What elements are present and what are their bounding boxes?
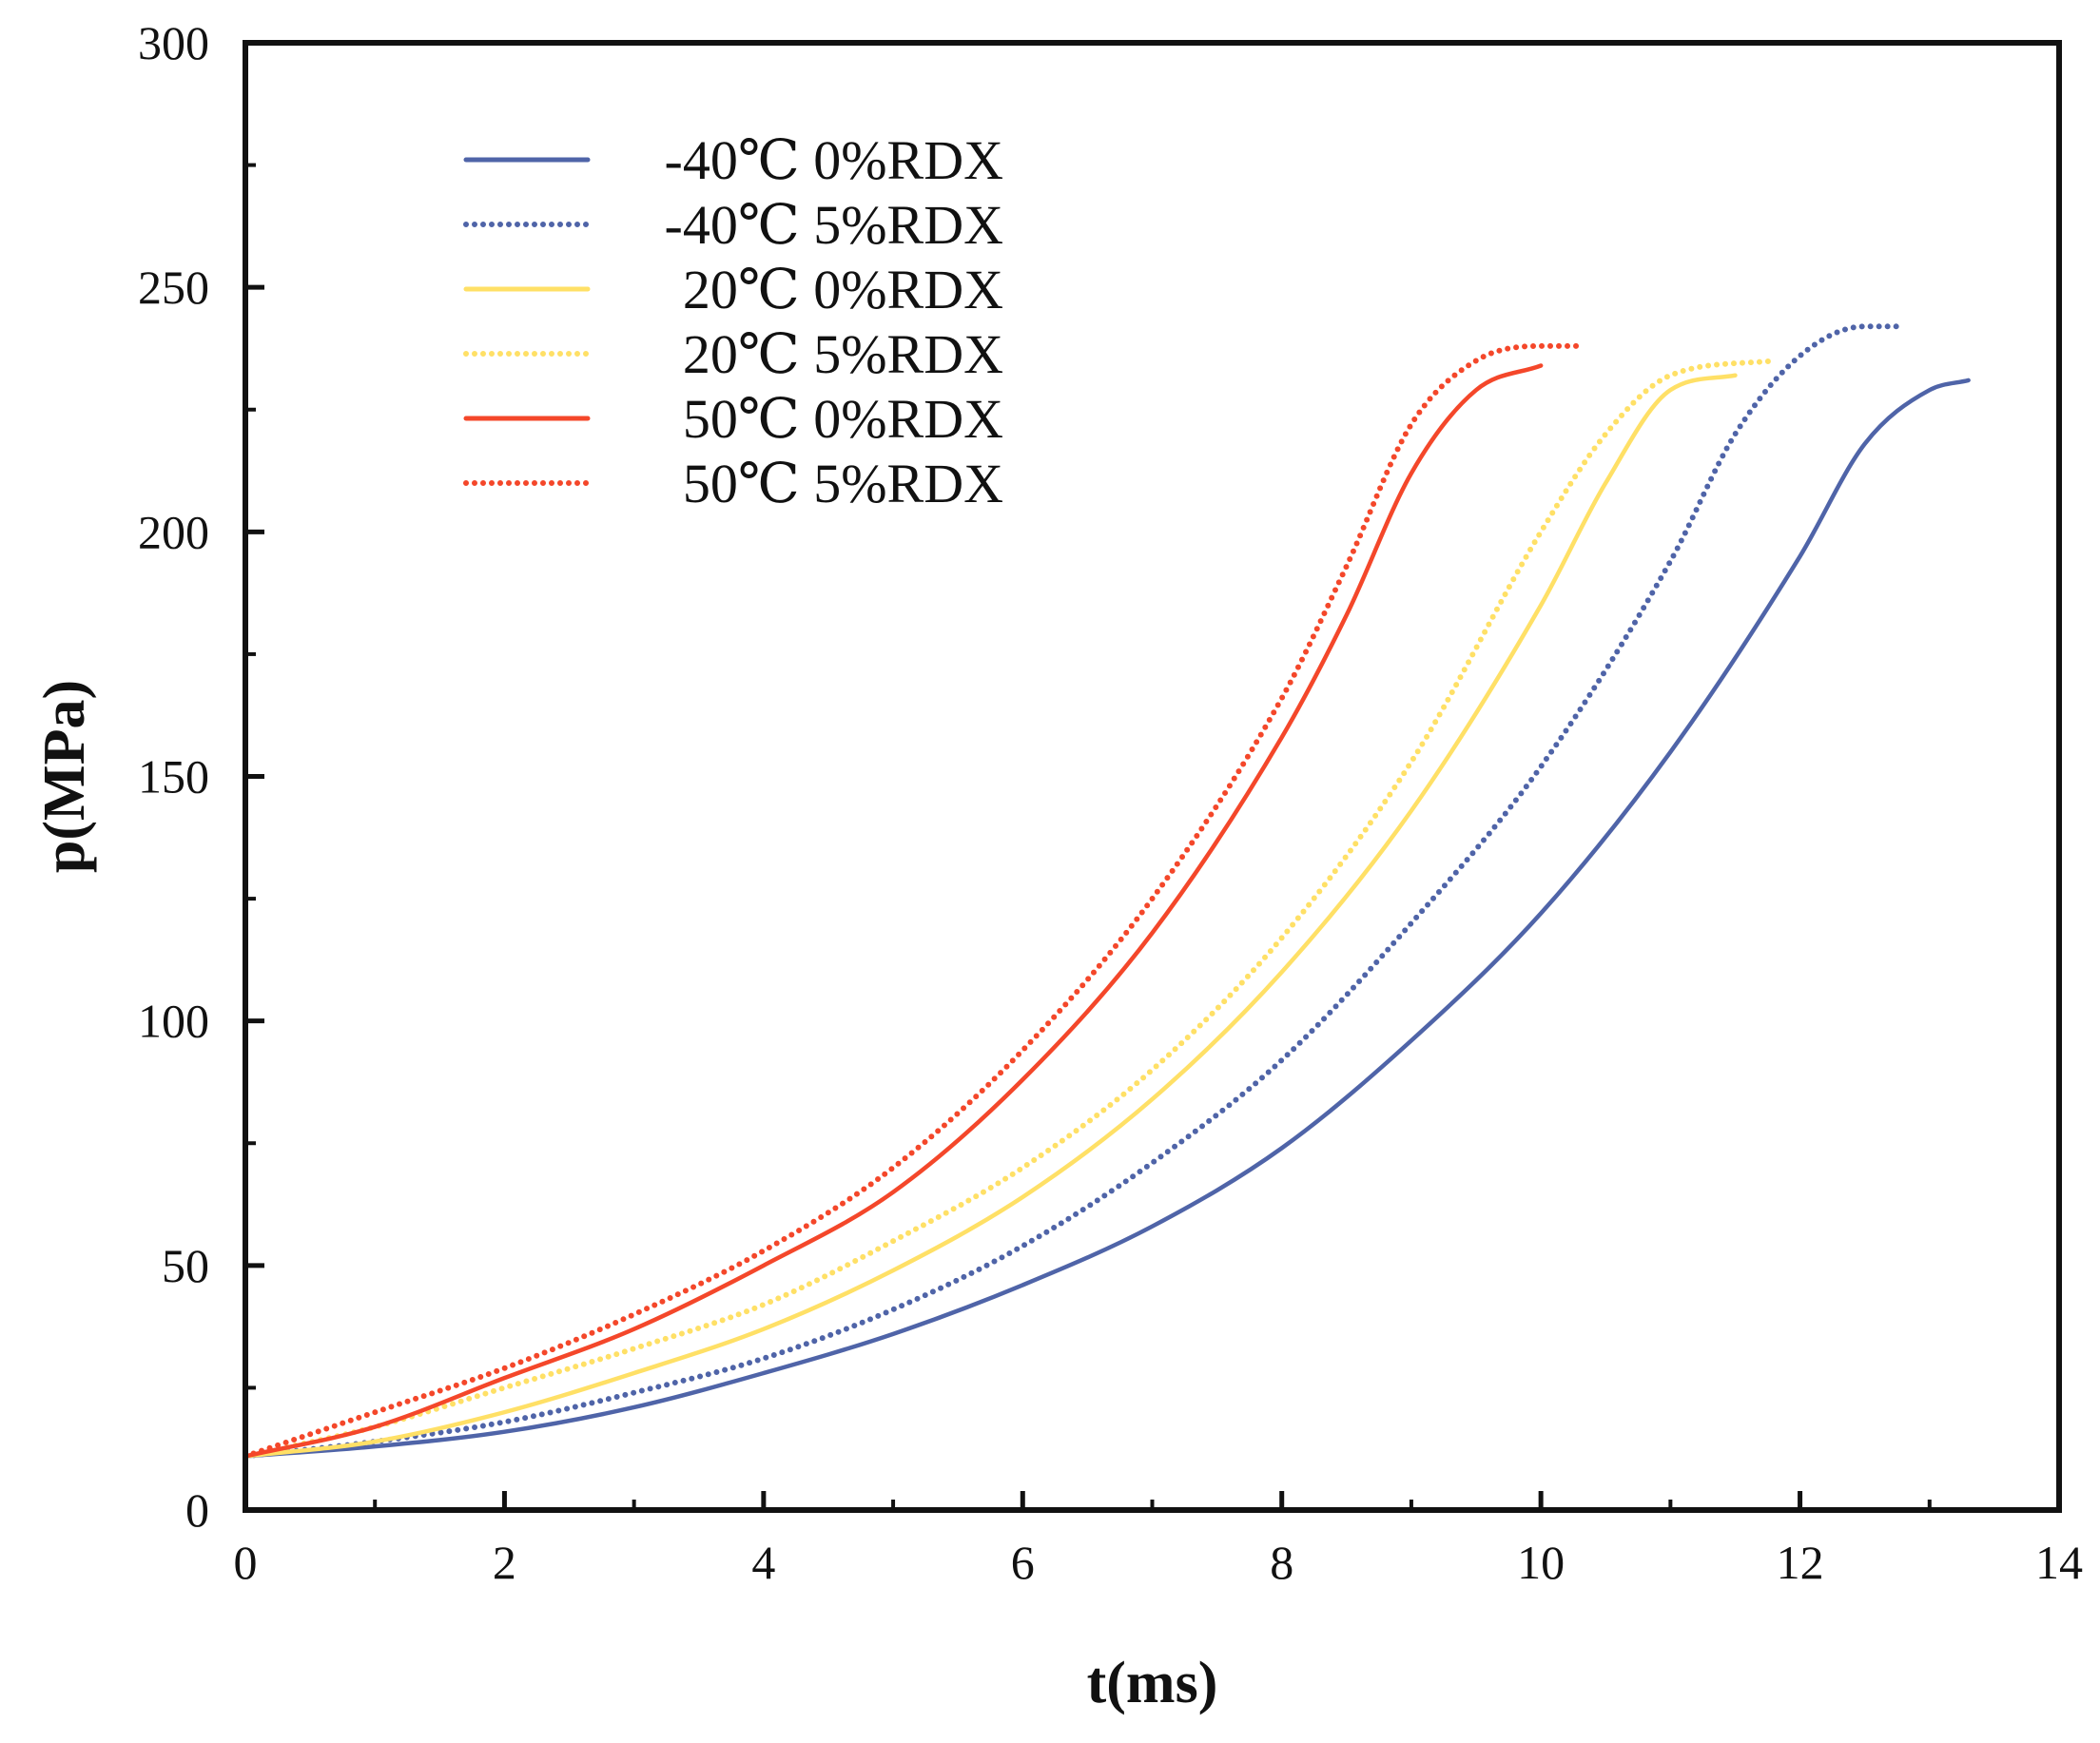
- x-tick-label: 12: [1777, 1536, 1824, 1589]
- x-tick-label: 8: [1270, 1536, 1293, 1589]
- y-tick-label: 150: [138, 750, 209, 804]
- x-tick-label: 4: [751, 1536, 775, 1589]
- y-tick-label: 200: [138, 505, 209, 558]
- legend-label: -40℃ 0%RDX: [665, 129, 1003, 191]
- series-line-40c-0pctrdx: [243, 378, 1971, 1459]
- y-tick-label: 0: [185, 1483, 209, 1537]
- x-tick-label: 14: [2035, 1536, 2083, 1589]
- y-tick-label: 100: [138, 995, 209, 1048]
- x-tick-label: 0: [234, 1536, 258, 1589]
- series-line-50c-0pctrdx: [243, 363, 1544, 1459]
- y-axis-label: p(MPa): [32, 680, 97, 873]
- y-tick-label: 250: [138, 261, 209, 314]
- legend-label: -40℃ 5%RDX: [665, 194, 1003, 256]
- x-tick-label: 6: [1011, 1536, 1035, 1589]
- y-tick-label: 50: [162, 1239, 209, 1292]
- series-line-20c-0pctrdx: [243, 373, 1738, 1459]
- series-line-20c-5pctrdx: [243, 358, 1778, 1460]
- legend-label: 50℃ 5%RDX: [683, 453, 1003, 514]
- y-tick-label: 300: [138, 16, 209, 69]
- x-tick-label: 10: [1517, 1536, 1565, 1589]
- series-line-40c-5pctrdx: [243, 323, 1907, 1460]
- series-line-50c-5pctrdx: [243, 342, 1584, 1460]
- tick-layer: 0 2 4 6 8 10 12 14 0 50 100 150 200 250 300: [138, 16, 2083, 1589]
- x-tick-label: 2: [493, 1536, 516, 1589]
- plot-layer: [243, 323, 1971, 1460]
- legend-label: 50℃ 0%RDX: [683, 388, 1003, 450]
- legend-label: 20℃ 0%RDX: [683, 259, 1003, 320]
- x-axis-label: t(ms): [1087, 1651, 1218, 1715]
- legend-label: 20℃ 5%RDX: [683, 323, 1003, 385]
